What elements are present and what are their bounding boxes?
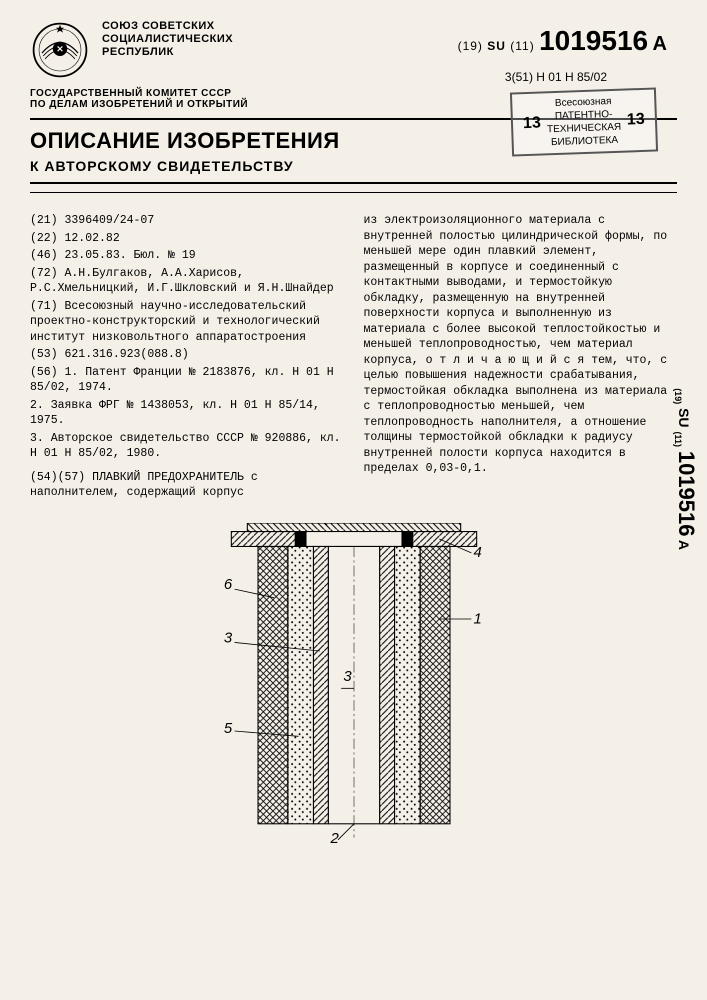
side-prefix2: (11) (673, 431, 683, 447)
body-text: (21) 3396409/24-07 (22) 12.02.82 (46) 23… (30, 213, 677, 503)
rule-mid2 (30, 192, 677, 193)
fig-label-2: 2 (329, 830, 339, 843)
fig-label-1: 1 (473, 610, 481, 627)
field-56-3: 3. Авторское свидетельство СССР № 920886… (30, 431, 344, 462)
ipc-classification: 3(51) H 01 H 85/02 (505, 70, 607, 84)
stamp-num-left: 13 (523, 113, 542, 134)
abstract-text: из электроизоляционного материала с внут… (364, 213, 678, 477)
fig-label-3b: 3 (343, 668, 352, 685)
rule-mid1 (30, 182, 677, 184)
side-publication-label: (19) SU (11) 1019516 A (673, 388, 699, 550)
side-number: 1019516 (674, 451, 699, 537)
field-21: (21) 3396409/24-07 (30, 213, 344, 229)
su-code: SU (487, 39, 506, 53)
field-56-1: (56) 1. Патент Франции № 2183876, кл. H … (30, 365, 344, 396)
side-prefix: (19) (673, 388, 683, 404)
field-71: (71) Всесоюзный научно-исследовательский… (30, 299, 344, 346)
su-number: 1019516 (539, 25, 648, 56)
publication-number: (19) SU (11) 1019516 A (458, 25, 667, 57)
figure: 7 4 1 6 3 3 5 2 (30, 523, 677, 843)
field-53: (53) 621.316.923(088.8) (30, 347, 344, 363)
left-column: (21) 3396409/24-07 (22) 12.02.82 (46) 23… (30, 213, 344, 503)
field-46: (46) 23.05.83. Бюл. № 19 (30, 248, 344, 264)
fig-label-4: 4 (473, 544, 481, 561)
republic-name: СОЮЗ СОВЕТСКИХ СОЦИАЛИСТИЧЕСКИХ РЕСПУБЛИ… (102, 20, 233, 60)
su-prefix: (19) (458, 39, 483, 53)
side-su: SU (676, 408, 692, 427)
su-prefix2: (11) (510, 39, 534, 53)
republics-line1: СОЮЗ СОВЕТСКИХ (102, 20, 233, 33)
fig-label-6: 6 (223, 576, 232, 593)
side-suffix: A (676, 540, 692, 550)
document-subtitle: К АВТОРСКОМУ СВИДЕТЕЛЬСТВУ (30, 158, 677, 174)
field-54-57: (54)(57) ПЛАВКИЙ ПРЕДОХРАНИТЕЛЬ с наполн… (30, 470, 344, 501)
right-column: из электроизоляционного материала с внут… (364, 213, 678, 503)
stamp-num-right: 13 (627, 109, 646, 130)
ipc-prefix: 3(51) (505, 70, 533, 84)
ipc-code: H 01 H 85/02 (536, 70, 607, 84)
state-emblem (30, 20, 90, 80)
library-stamp: 13 Всесоюзная ПАТЕНТНО- ТЕХНИЧЕСКАЯ БИБЛ… (510, 87, 658, 156)
su-suffix: A (653, 33, 667, 55)
fig-label-3a: 3 (223, 629, 232, 646)
field-72: (72) А.Н.Булгаков, А.А.Харисов, Р.С.Хмел… (30, 266, 344, 297)
stamp-line4: БИБЛИОТЕКА (548, 134, 623, 150)
field-56-2: 2. Заявка ФРГ № 1438053, кл. H 01 H 85/1… (30, 398, 344, 429)
field-22: (22) 12.02.82 (30, 231, 344, 247)
republics-line2: СОЦИАЛИСТИЧЕСКИХ (102, 33, 233, 46)
republics-line3: РЕСПУБЛИК (102, 46, 233, 59)
fig-label-5: 5 (223, 720, 232, 737)
